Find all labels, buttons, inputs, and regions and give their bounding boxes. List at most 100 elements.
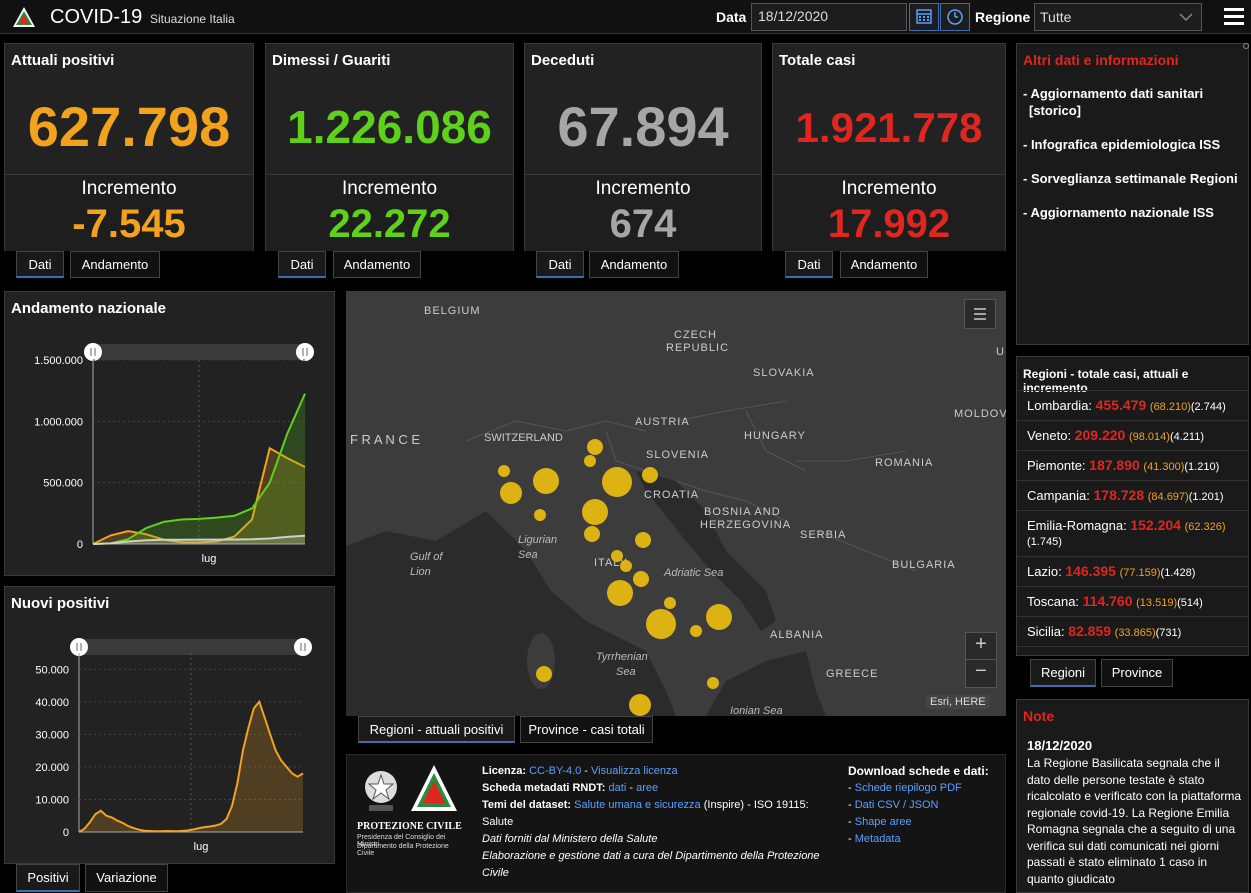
- case-bubble[interactable]: [534, 509, 546, 521]
- legend-button[interactable]: [964, 299, 996, 329]
- tab-dati[interactable]: Dati: [785, 251, 833, 278]
- range-slider-track[interactable]: [91, 344, 307, 360]
- temi-link[interactable]: Salute umana e sicurezza: [574, 799, 701, 811]
- case-bubble[interactable]: [642, 467, 658, 483]
- chart-nuovi-positivi: Nuovi positivi 0 10.000 20.000 30.000 40.000…: [4, 586, 335, 864]
- info-link-storico[interactable]: - Aggiornamento dati sanitari: [1023, 86, 1204, 101]
- case-bubble[interactable]: [587, 439, 603, 455]
- tab-dati[interactable]: Dati: [16, 251, 64, 278]
- map-label: BULGARIA: [892, 559, 956, 571]
- tab-province[interactable]: Province: [1101, 659, 1173, 687]
- kpi-value: 1.921.778: [795, 104, 983, 151]
- kpi-value: 67.894: [557, 95, 729, 158]
- case-bubble[interactable]: [629, 694, 651, 716]
- range-slider-handle[interactable]: [84, 343, 102, 361]
- region-increment: (4.211): [1169, 431, 1204, 443]
- case-bubble[interactable]: [533, 468, 559, 494]
- region-increment: (1.428): [1160, 567, 1196, 579]
- case-bubble[interactable]: [646, 609, 676, 639]
- tab-dati[interactable]: Dati: [278, 251, 326, 278]
- visualizza-licenza-link[interactable]: Visualizza licenza: [591, 765, 678, 777]
- download-metadata-link[interactable]: Metadata: [854, 833, 901, 845]
- range-slider-handle[interactable]: [294, 638, 312, 656]
- zoom-in-button[interactable]: +: [966, 633, 996, 660]
- region-select[interactable]: Tutte: [1034, 3, 1202, 31]
- case-bubble[interactable]: [611, 550, 623, 562]
- region-row[interactable]: Lombardia: 455.479 (68.210)(2.744): [1017, 390, 1248, 420]
- kpi-increment-label: Incremento: [841, 178, 937, 199]
- tab-regioni-attuali[interactable]: Regioni - attuali positivi: [358, 716, 515, 743]
- case-bubble[interactable]: [498, 465, 510, 477]
- download-shape-link[interactable]: Shape aree: [854, 816, 912, 828]
- chevron-down-icon: [1179, 13, 1193, 22]
- case-bubble[interactable]: [635, 532, 651, 548]
- case-bubble[interactable]: [582, 499, 608, 525]
- region-row[interactable]: Lazio: 146.395 (77.159)(1.428): [1017, 556, 1248, 586]
- region-name: Lombardia:: [1027, 398, 1093, 413]
- divider: [773, 174, 1005, 175]
- map-label: U: [996, 346, 1004, 358]
- menu-button[interactable]: [1224, 8, 1244, 26]
- region-row[interactable]: Emilia-Romagna: 152.204 (62.326) (1.745): [1017, 510, 1248, 556]
- info-link-nazionale[interactable]: - Aggiornamento nazionale ISS: [1023, 205, 1214, 220]
- date-input[interactable]: 18/12/2020: [751, 3, 907, 31]
- download-title: Download schede e dati:: [848, 764, 989, 778]
- case-bubble[interactable]: [633, 571, 649, 587]
- scheda-aree-link[interactable]: aree: [636, 782, 659, 794]
- info-link-iss[interactable]: - Infografica epidemiologica ISS: [1023, 137, 1221, 152]
- case-bubble[interactable]: [500, 482, 522, 504]
- case-bubble[interactable]: [620, 560, 632, 572]
- range-slider-handle[interactable]: [70, 638, 88, 656]
- tab-andamento[interactable]: Andamento: [70, 251, 160, 278]
- case-bubble[interactable]: [536, 666, 552, 682]
- info-panel: Altri dati e informazioni - Aggiornament…: [1016, 43, 1249, 345]
- tab-andamento[interactable]: Andamento: [333, 251, 421, 278]
- divider: [525, 174, 761, 175]
- range-slider-handle[interactable]: [296, 343, 314, 361]
- region-row[interactable]: Campania: 178.728 (84.697)(1.201): [1017, 480, 1248, 510]
- chart-andamento-svg: 0 500.000 1.000.000 1.500.000 lug: [34, 343, 314, 565]
- case-bubble[interactable]: [706, 604, 732, 630]
- tyrrhenian-sea-shape: [346, 511, 676, 716]
- region-row[interactable]: Toscana: 114.760 (13.519)(514): [1017, 586, 1248, 616]
- region-name: Puglia:: [1027, 654, 1067, 655]
- info-link-sorveglianza[interactable]: - Sorveglianza settimanale Regioni: [1023, 171, 1238, 186]
- kpi-title: Deceduti: [531, 52, 595, 69]
- scheda-dati-link[interactable]: dati: [608, 782, 627, 794]
- download-pdf-link[interactable]: Schede riepilogo PDF: [854, 782, 962, 794]
- menu-icon-bar: [1224, 22, 1244, 25]
- download-csv-link[interactable]: Dati CSV / JSON: [854, 799, 939, 811]
- case-bubble[interactable]: [664, 597, 676, 609]
- region-row[interactable]: Piemonte: 187.890 (41.300)(1.210): [1017, 450, 1248, 480]
- region-select-value: Tutte: [1040, 9, 1072, 25]
- calendar-icon: [916, 9, 932, 24]
- tab-andamento[interactable]: Andamento: [840, 251, 928, 278]
- case-bubble[interactable]: [584, 455, 596, 467]
- tab-province-casi[interactable]: Province - casi totali: [520, 716, 653, 743]
- info-link-storico-sub[interactable]: [storico]: [1029, 103, 1081, 118]
- time-button[interactable]: [940, 3, 970, 31]
- region-total: 78.494: [1070, 653, 1113, 655]
- region-row[interactable]: Veneto: 209.220 (98.014)(4.211): [1017, 420, 1248, 450]
- case-bubble[interactable]: [602, 467, 632, 497]
- map-label: SLOVENIA: [646, 449, 710, 461]
- licenza-link[interactable]: CC-BY-4.0: [529, 765, 582, 777]
- range-slider-track[interactable]: [77, 639, 305, 655]
- tab-positivi[interactable]: Positivi: [16, 864, 80, 892]
- italy-map[interactable]: BELGIUM CZECH REPUBLIC SLOVAKIA F R A N …: [346, 291, 1006, 716]
- tab-regioni[interactable]: Regioni: [1030, 659, 1096, 687]
- tab-variazione[interactable]: Variazione: [85, 864, 168, 892]
- tab-andamento[interactable]: Andamento: [589, 251, 679, 278]
- region-row[interactable]: Sicilia: 82.859 (33.865)(731): [1017, 616, 1248, 646]
- tab-dati[interactable]: Dati: [536, 251, 584, 278]
- case-bubble[interactable]: [690, 625, 702, 637]
- case-bubble[interactable]: [607, 580, 633, 606]
- zoom-out-button[interactable]: −: [975, 660, 987, 682]
- info-scroll-handle[interactable]: [1243, 43, 1249, 49]
- case-bubble[interactable]: [584, 526, 600, 542]
- region-name: Piemonte:: [1027, 458, 1086, 473]
- region-total: 114.760: [1082, 593, 1133, 609]
- case-bubble[interactable]: [707, 677, 719, 689]
- region-row[interactable]: Puglia: 78.494 (55.264)(1.261): [1017, 646, 1248, 655]
- calendar-button[interactable]: [909, 3, 939, 31]
